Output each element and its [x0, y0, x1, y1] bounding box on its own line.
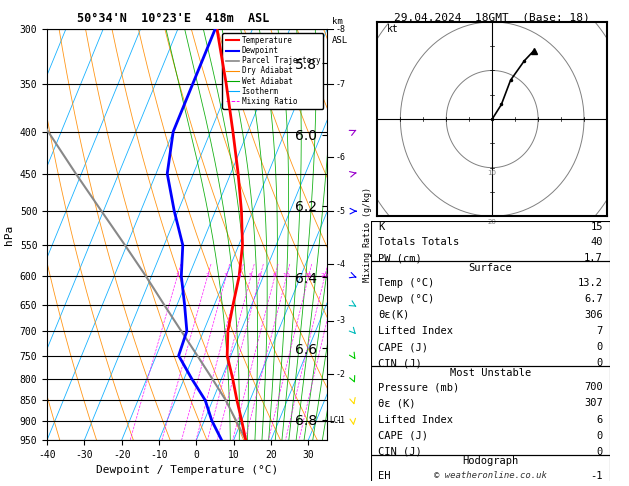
- Text: 0: 0: [597, 447, 603, 457]
- Text: Totals Totals: Totals Totals: [378, 237, 460, 247]
- Text: CIN (J): CIN (J): [378, 358, 422, 368]
- Text: CAPE (J): CAPE (J): [378, 431, 428, 441]
- Text: EH: EH: [378, 471, 391, 481]
- Text: 6: 6: [597, 415, 603, 425]
- Text: -3: -3: [336, 316, 345, 325]
- Text: Temp (°C): Temp (°C): [378, 278, 435, 288]
- Text: Dewp (°C): Dewp (°C): [378, 294, 435, 304]
- Text: © weatheronline.co.uk: © weatheronline.co.uk: [434, 471, 547, 480]
- Text: LCL: LCL: [330, 416, 343, 425]
- Text: 20: 20: [487, 219, 497, 225]
- Text: CAPE (J): CAPE (J): [378, 342, 428, 352]
- Text: θε (K): θε (K): [378, 399, 416, 408]
- Text: -4: -4: [336, 260, 345, 269]
- Text: 5: 5: [248, 273, 252, 278]
- Text: Lifted Index: Lifted Index: [378, 326, 454, 336]
- Text: 7: 7: [597, 326, 603, 336]
- Text: 1: 1: [175, 273, 179, 278]
- Text: 0: 0: [597, 358, 603, 368]
- Text: 0: 0: [597, 431, 603, 441]
- Text: -7: -7: [336, 80, 345, 88]
- Text: Mixing Ratio (g/kg): Mixing Ratio (g/kg): [363, 187, 372, 282]
- Text: 50°34'N  10°23'E  418m  ASL: 50°34'N 10°23'E 418m ASL: [77, 12, 269, 25]
- Text: 10: 10: [282, 273, 290, 278]
- Text: -2: -2: [336, 370, 345, 379]
- Text: 307: 307: [584, 399, 603, 408]
- Text: ASL: ASL: [332, 36, 348, 45]
- Text: θε(K): θε(K): [378, 310, 409, 320]
- Text: Pressure (mb): Pressure (mb): [378, 382, 460, 392]
- Text: Most Unstable: Most Unstable: [450, 367, 532, 378]
- Text: -5: -5: [336, 207, 345, 216]
- Text: CIN (J): CIN (J): [378, 447, 422, 457]
- Text: kt: kt: [387, 24, 398, 34]
- Text: km: km: [332, 17, 343, 26]
- Text: PW (cm): PW (cm): [378, 253, 422, 263]
- Text: 3: 3: [224, 273, 228, 278]
- Y-axis label: hPa: hPa: [4, 225, 14, 244]
- Text: 4: 4: [238, 273, 242, 278]
- Text: 10: 10: [487, 170, 497, 176]
- Text: 1.7: 1.7: [584, 253, 603, 263]
- Text: Hodograph: Hodograph: [462, 456, 519, 466]
- Text: Surface: Surface: [469, 263, 513, 273]
- Text: 2: 2: [205, 273, 209, 278]
- Text: -1: -1: [591, 471, 603, 481]
- Text: 13.2: 13.2: [578, 278, 603, 288]
- Legend: Temperature, Dewpoint, Parcel Trajectory, Dry Adiabat, Wet Adiabat, Isotherm, Mi: Temperature, Dewpoint, Parcel Trajectory…: [223, 33, 323, 109]
- Text: -1: -1: [336, 416, 345, 425]
- Text: 306: 306: [584, 310, 603, 320]
- Text: 20: 20: [320, 273, 328, 278]
- Text: 8: 8: [272, 273, 276, 278]
- Text: -6: -6: [336, 153, 345, 162]
- Text: 40: 40: [591, 237, 603, 247]
- X-axis label: Dewpoint / Temperature (°C): Dewpoint / Temperature (°C): [96, 465, 278, 475]
- Text: Lifted Index: Lifted Index: [378, 415, 454, 425]
- Text: 6.7: 6.7: [584, 294, 603, 304]
- Text: 0: 0: [597, 342, 603, 352]
- Text: K: K: [378, 223, 384, 232]
- Text: -8: -8: [336, 25, 345, 34]
- Text: 700: 700: [584, 382, 603, 392]
- Text: 29.04.2024  18GMT  (Base: 18): 29.04.2024 18GMT (Base: 18): [394, 12, 590, 22]
- Text: 15: 15: [591, 223, 603, 232]
- Text: 15: 15: [304, 273, 312, 278]
- Text: 6: 6: [258, 273, 262, 278]
